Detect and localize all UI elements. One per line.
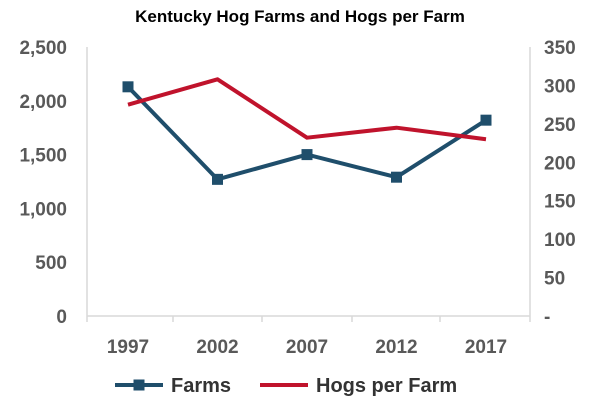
x-tick-label: 2017 <box>465 337 507 358</box>
left-y-tick-label: 0 <box>56 307 67 328</box>
axes: 0 500 1,000 1,500 2,000 2,500 - 50 100 150 200 250 3… <box>19 38 575 358</box>
right-y-tick-label: 50 <box>544 269 565 290</box>
series-layer <box>122 77 492 185</box>
chart-title: Kentucky Hog Farms and Hogs per Farm <box>135 7 465 26</box>
data-point-farms <box>212 173 223 185</box>
x-tick-label: 1997 <box>107 337 149 358</box>
left-y-tick-label: 1,500 <box>19 146 67 167</box>
legend-label: Hogs per Farm <box>316 375 457 397</box>
legend-marker <box>133 379 145 391</box>
series-line-hogs-per-farm <box>127 77 487 142</box>
left-y-tick-label: 500 <box>35 253 67 274</box>
right-y-tick-label: 150 <box>544 192 576 213</box>
legend-label: Farms <box>171 375 231 397</box>
x-tick-label: 2012 <box>375 337 417 358</box>
left-y-tick-label: 1,000 <box>19 199 67 220</box>
right-y-tick-label: 200 <box>544 153 576 174</box>
x-tick-label: 2007 <box>286 337 328 358</box>
right-y-tick-label: 300 <box>544 76 576 97</box>
right-y-tick-label: - <box>544 307 550 328</box>
right-y-tick-label: 100 <box>544 230 576 251</box>
data-point-farms <box>480 114 492 126</box>
legend: Farms Hogs per Farm <box>115 375 457 397</box>
left-y-tick-label: 2,000 <box>19 92 67 113</box>
right-y-tick-label: 250 <box>544 115 576 136</box>
data-point-farms <box>391 171 402 183</box>
data-point-farms <box>301 149 313 161</box>
x-tick-label: 2002 <box>196 337 238 358</box>
right-y-tick-label: 350 <box>544 38 576 59</box>
data-point-farms <box>122 81 134 93</box>
left-y-tick-label: 2,500 <box>19 38 67 59</box>
